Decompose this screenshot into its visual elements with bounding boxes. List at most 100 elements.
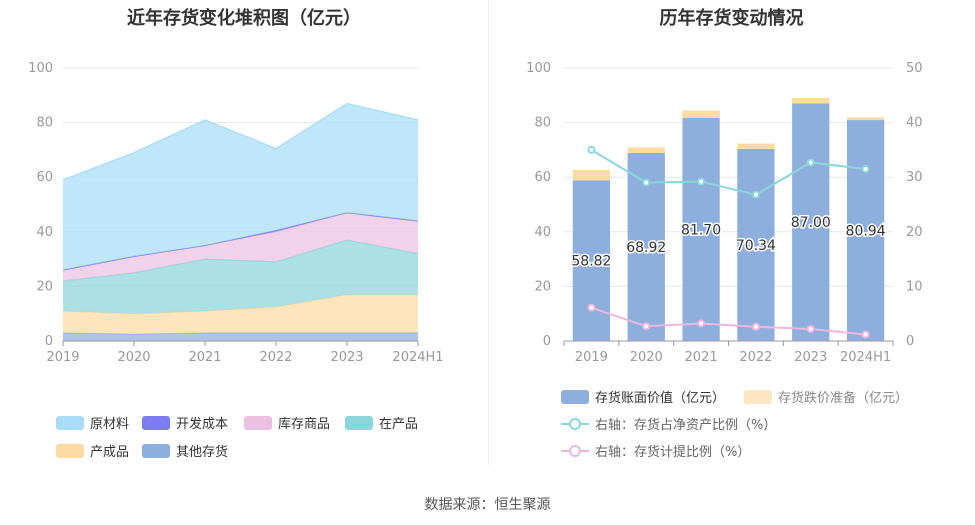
y-tick-label: 60: [36, 170, 53, 185]
x-tick-label: 2023: [794, 350, 827, 365]
bar-book-value: [737, 148, 775, 341]
stacked-area-chart: 0 20 40 60 80 100 2019 2020 2021 2022 2023 2024H1: [28, 61, 443, 365]
legend-work-in-progress[interactable]: 在产品: [345, 413, 418, 432]
y2-tick-label: 50: [906, 61, 923, 76]
legend-swatch: [561, 444, 589, 458]
bar-impairment: [682, 110, 720, 118]
bar-value-label: 68.92: [626, 240, 666, 256]
y-tick-label: 100: [28, 61, 53, 76]
area-series: [63, 212, 418, 281]
panel-divider: [488, 0, 489, 465]
x-tick-label: 2022: [739, 350, 772, 365]
line-point: [587, 303, 596, 312]
line-point: [806, 324, 815, 333]
line-point: [751, 190, 760, 199]
legend-raw-materials[interactable]: 原材料: [56, 413, 129, 432]
legend-label: 在产品: [379, 417, 419, 432]
legend-ratio-net-assets[interactable]: 右轴：存货占净资产比例（%）: [561, 414, 776, 433]
legend-swatch: [345, 415, 373, 430]
legend-swatch: [561, 417, 589, 431]
x-tick-label: 2020: [630, 350, 663, 365]
data-source: 数据来源：恒生聚源: [424, 497, 551, 513]
x-tick-label: 2024H1: [840, 350, 891, 365]
y2-tick-label: 40: [906, 116, 923, 131]
y-tick-label: 20: [534, 279, 551, 294]
x-tick-label: 2024H1: [392, 350, 443, 365]
x-tick-label: 2021: [188, 350, 221, 365]
area-series: [63, 294, 418, 335]
legend-swatch: [56, 415, 84, 430]
y-tick-label: 0: [45, 334, 53, 349]
y-tick-label: 20: [36, 279, 53, 294]
bar-book-value: [792, 103, 830, 342]
y-tick-label: 40: [534, 225, 551, 240]
area-series-edge: [62, 102, 419, 181]
bar-line-chart: 0 20 40 60 80 100 0 10 20 30 40 50 58.82 68.92 81.70 70…: [526, 61, 923, 365]
right-chart-title: 历年存货变动情况: [659, 8, 804, 29]
legend-swatch: [744, 389, 772, 404]
line-point: [861, 165, 870, 174]
legend-swatch: [56, 443, 84, 458]
legend-label: 存货跌价准备（亿元）: [778, 391, 909, 406]
y2-tick-label: 0: [906, 334, 914, 349]
y-tick-label: 60: [534, 170, 551, 185]
y-tick-label: 0: [543, 334, 551, 349]
legend-book-value[interactable]: 存货账面价值（亿元）: [561, 387, 725, 406]
bar-impairment: [846, 117, 885, 121]
bar-impairment: [572, 170, 611, 181]
line-point: [642, 322, 651, 331]
area-series: [63, 239, 418, 314]
bar-impairment: [627, 147, 665, 153]
legend-products[interactable]: 产成品: [56, 441, 129, 460]
legend-label: 开发成本: [176, 417, 229, 432]
y-tick-label: 80: [534, 116, 551, 131]
legend-label: 右轴：存货计提比例（%）: [595, 445, 751, 460]
bar-value-label: 80.94: [846, 224, 886, 240]
x-tick-label: 2019: [46, 350, 79, 365]
x-tick-label: 2021: [685, 350, 718, 365]
legend-label: 其他存货: [176, 445, 229, 460]
legend-swatch: [561, 389, 589, 404]
bar-book-value: [682, 117, 720, 341]
line-point: [697, 177, 706, 186]
line-point: [861, 330, 870, 339]
legend-label: 原材料: [90, 417, 130, 432]
line-point: [751, 322, 760, 331]
bar-value-label: 81.70: [681, 222, 721, 238]
y2-tick-label: 30: [906, 170, 923, 185]
bar-impairment: [792, 98, 830, 104]
y2-tick-label: 20: [906, 225, 923, 240]
line-point: [806, 158, 815, 167]
area-series: [63, 103, 418, 271]
line-point: [587, 145, 596, 154]
bar-impairment: [737, 143, 775, 149]
line-point: [642, 178, 651, 187]
legend-other-inventory[interactable]: 其他存货: [142, 441, 228, 460]
left-chart-title: 近年存货变化堆积图（亿元）: [127, 8, 361, 29]
legend-finished-goods-stock[interactable]: 库存商品: [244, 413, 330, 432]
legend-label: 存货账面价值（亿元）: [595, 391, 726, 406]
legend-development-cost[interactable]: 开发成本: [142, 413, 228, 432]
bar-book-value: [572, 180, 611, 341]
x-tick-label: 2019: [575, 350, 608, 365]
bar-value-label: 87.00: [791, 215, 831, 231]
x-tick-label: 2022: [259, 350, 292, 365]
bar-value-label: 58.82: [571, 254, 611, 270]
area-series: [63, 332, 418, 341]
bar-book-value: [846, 120, 885, 341]
y-tick-label: 80: [36, 116, 53, 131]
legend-impairment[interactable]: 存货跌价准备（亿元）: [744, 387, 908, 406]
x-tick-label: 2023: [330, 350, 363, 365]
legend-label: 库存商品: [278, 417, 331, 432]
y-tick-label: 100: [526, 61, 551, 76]
legend-swatch: [142, 415, 170, 430]
legend-provision-ratio[interactable]: 右轴：存货计提比例（%）: [561, 441, 750, 460]
legend-label: 产成品: [90, 445, 130, 460]
line-series: [591, 306, 866, 336]
y-tick-label: 40: [36, 225, 53, 240]
line-point: [697, 319, 706, 328]
legend-swatch: [142, 443, 170, 458]
bar-value-label: 70.34: [736, 238, 776, 254]
line-series: [590, 149, 866, 196]
x-tick-label: 2020: [117, 350, 150, 365]
